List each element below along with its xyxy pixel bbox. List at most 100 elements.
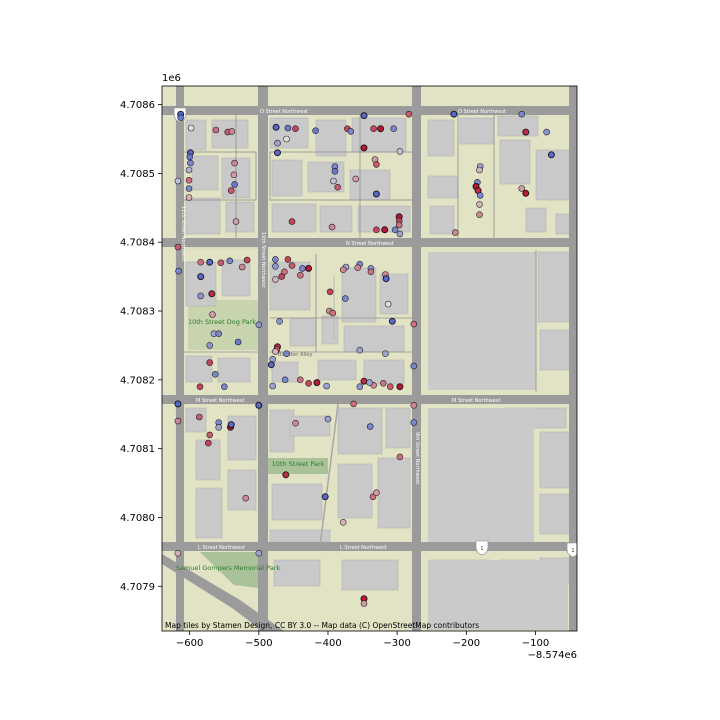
data-point — [284, 256, 292, 263]
data-point — [228, 128, 236, 135]
data-point — [274, 149, 281, 157]
data-point — [272, 276, 279, 283]
label-m-street-right: M Street Northwest — [452, 398, 500, 404]
data-point — [221, 383, 228, 391]
data-point — [405, 110, 413, 118]
data-point — [283, 135, 290, 143]
data-point — [296, 376, 304, 384]
convention-block-south — [428, 408, 534, 542]
data-point — [360, 144, 368, 152]
data-point — [206, 359, 213, 366]
data-point — [255, 401, 263, 409]
data-point — [292, 125, 299, 132]
data-point — [356, 346, 364, 354]
data-point — [321, 493, 329, 501]
data-point — [238, 263, 246, 271]
map-attribution: Map tiles by Stamen Design, CC BY 3.0 --… — [165, 621, 479, 630]
data-point — [206, 342, 213, 349]
data-point — [212, 126, 220, 134]
x-tick-label: −100 — [522, 638, 549, 649]
data-point — [278, 273, 286, 280]
y-tick-label: 4.7080 — [120, 513, 155, 524]
data-point — [185, 194, 193, 201]
data-point — [272, 262, 279, 270]
data-point — [272, 348, 279, 355]
data-point — [324, 415, 332, 423]
data-points — [174, 110, 555, 607]
data-point — [395, 221, 403, 229]
data-point — [288, 262, 296, 269]
data-point — [209, 311, 216, 318]
data-point — [396, 453, 404, 461]
label-o-street-right: O Street Northwest — [458, 109, 506, 115]
data-point — [174, 177, 182, 185]
data-point — [187, 159, 194, 167]
data-point — [299, 265, 306, 272]
data-point — [379, 379, 387, 387]
axes-frame — [161, 85, 578, 632]
svg-text:1: 1 — [480, 546, 483, 552]
data-point — [185, 177, 193, 184]
data-point — [326, 288, 334, 296]
data-point — [386, 383, 394, 391]
data-point — [547, 151, 555, 159]
data-point — [231, 181, 238, 188]
data-point — [360, 377, 368, 385]
y-scale-label: 1e6 — [162, 73, 181, 84]
data-point — [522, 128, 530, 136]
data-point — [352, 175, 360, 183]
data-point — [197, 258, 204, 266]
y-tick-label: 4.7079 — [120, 582, 155, 593]
data-point — [372, 190, 380, 198]
data-point — [227, 421, 235, 429]
data-point — [373, 489, 380, 497]
data-point — [230, 171, 238, 179]
data-point — [410, 419, 418, 426]
x-tick-label: −500 — [245, 638, 272, 649]
convention-block-north — [428, 252, 536, 390]
south-block — [428, 560, 568, 630]
data-point — [356, 383, 364, 391]
y-tick-label: 4.7081 — [120, 444, 155, 455]
data-point — [206, 431, 213, 439]
y-tick-label: 4.7086 — [120, 100, 155, 111]
label-blagden-alley: Blagden Alley — [278, 352, 312, 358]
data-point — [543, 128, 550, 136]
data-point — [339, 518, 347, 526]
data-point — [339, 266, 347, 274]
data-point — [196, 413, 203, 421]
data-point — [226, 257, 234, 265]
y-tick-label: 4.7084 — [120, 238, 155, 249]
data-point — [341, 295, 349, 302]
data-point — [518, 185, 526, 192]
y-tick-label: 4.7083 — [120, 307, 155, 318]
data-point — [450, 110, 458, 118]
data-point — [255, 549, 263, 557]
tenth-street-park-area — [268, 458, 328, 474]
data-point — [350, 400, 357, 408]
data-point — [518, 110, 526, 118]
label-11th-street: 11th Street Northwest — [180, 206, 186, 262]
data-point — [177, 114, 184, 121]
road-labels: O Street Northwest O Street Northwest N … — [180, 109, 506, 551]
label-tenth-park: 10th Street Park — [272, 460, 325, 468]
map-axes: O Street Northwest O Street Northwest N … — [162, 86, 577, 631]
label-l-street-mid: L Street Northwest — [340, 545, 387, 551]
data-point — [242, 494, 249, 502]
data-point — [396, 383, 404, 391]
data-point — [255, 321, 263, 329]
data-point — [212, 370, 219, 378]
data-point — [381, 226, 389, 234]
label-dog-park: 10th Street Dog Park — [188, 318, 256, 326]
data-point — [217, 259, 225, 267]
data-point — [288, 218, 296, 225]
y-tick-label: 4.7085 — [120, 169, 155, 180]
data-point — [328, 223, 336, 231]
data-point — [276, 317, 283, 325]
data-point — [476, 211, 483, 218]
gompers-park-area — [200, 552, 258, 588]
data-point — [370, 125, 377, 132]
data-point — [174, 417, 182, 425]
route-shield-icon: 1 — [566, 542, 577, 558]
data-point — [347, 128, 355, 135]
